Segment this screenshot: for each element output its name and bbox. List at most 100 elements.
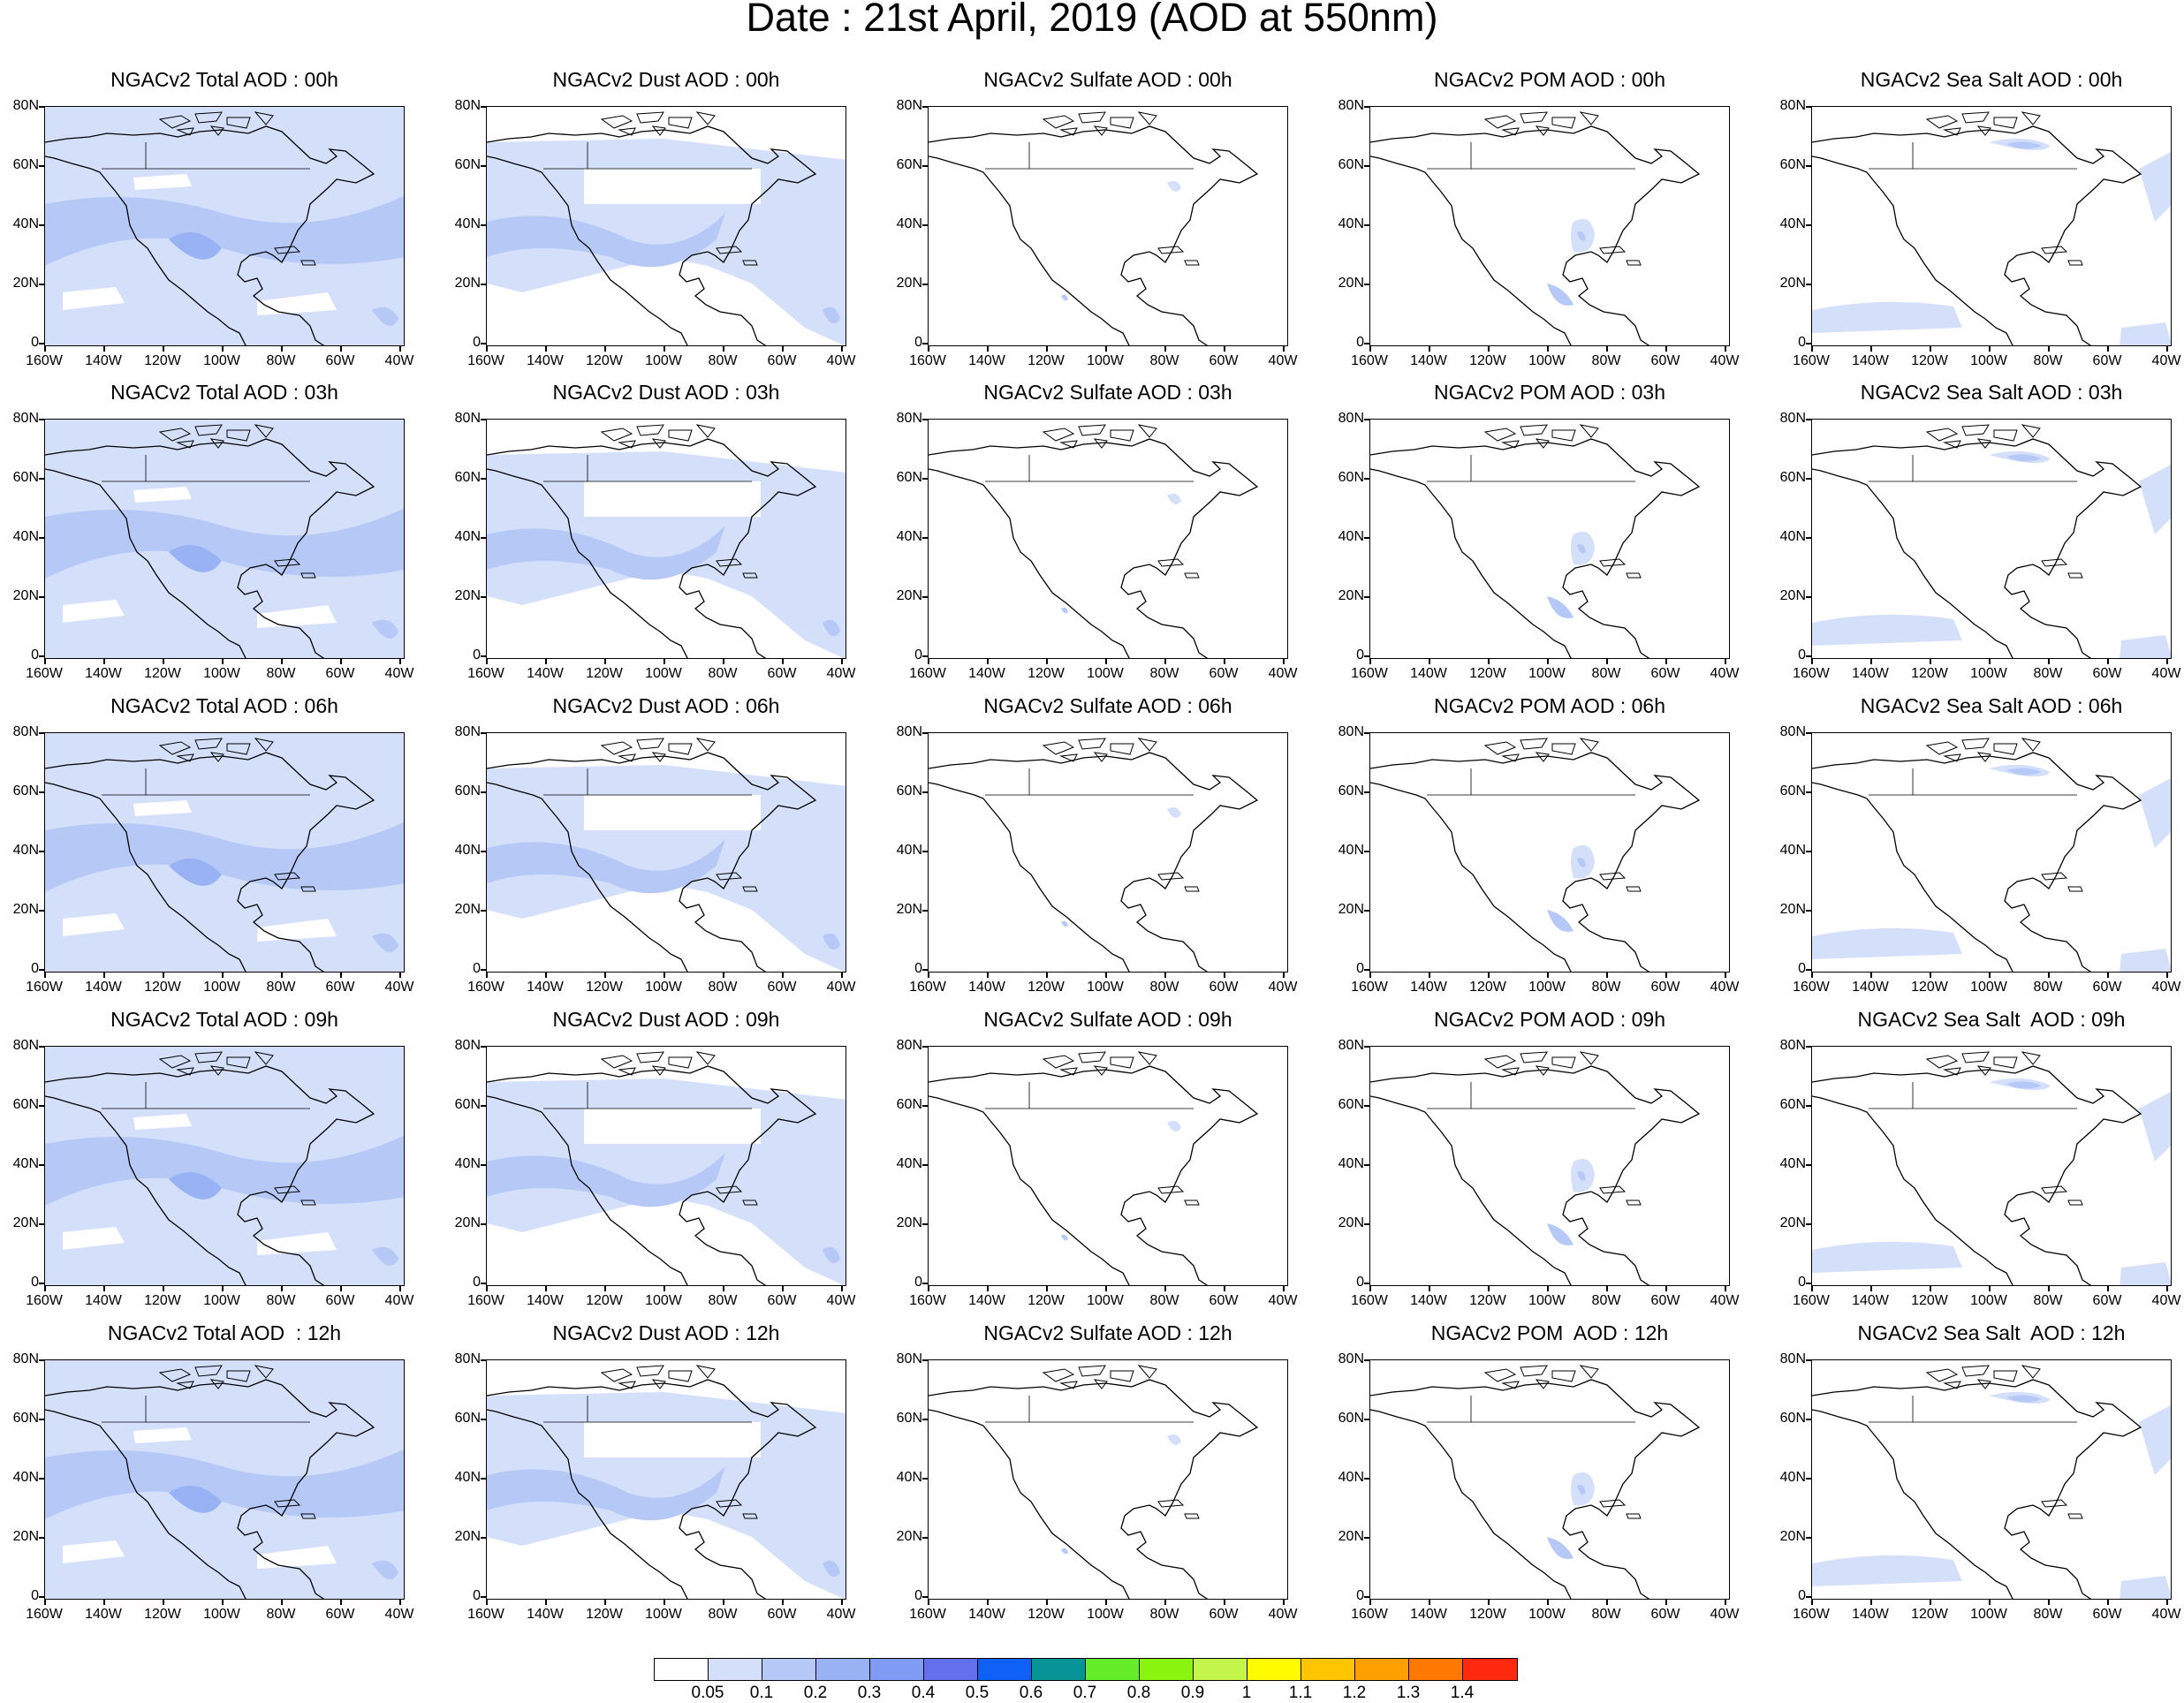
- map-frame: [928, 106, 1288, 346]
- lat-tick: [1806, 655, 1811, 657]
- map-panel-pom-2: NGACv2 POM AOD : 06h 80N 60N 40N 20N 0 160W 14…: [1338, 694, 1811, 1033]
- lat-label: 80N: [1779, 1038, 1806, 1053]
- map-frame: [1369, 106, 1730, 346]
- lat-label: 40N: [1779, 529, 1806, 544]
- lon-tick: [1164, 1286, 1166, 1291]
- lat-label: 60N: [454, 157, 481, 172]
- lon-tick: [1870, 346, 1872, 352]
- lon-label: 100W: [1970, 980, 2007, 995]
- lat-tick: [1364, 969, 1369, 971]
- lon-label: 40W: [384, 1607, 414, 1622]
- lon-label: 100W: [203, 980, 240, 995]
- lat-label: 20N: [1338, 902, 1364, 917]
- lon-label: 60W: [325, 353, 355, 368]
- panel-title: NGACv2 Dust AOD : 09h: [552, 1008, 780, 1031]
- lon-label: 40W: [2151, 666, 2181, 681]
- map-frame: [486, 419, 846, 659]
- lon-tick: [928, 659, 929, 664]
- lat-label: 40N: [896, 1470, 922, 1485]
- lat-tick: [1364, 478, 1369, 480]
- lat-tick: [1806, 910, 1811, 912]
- lat-tick: [1364, 1419, 1369, 1420]
- lon-label: 60W: [1209, 1293, 1239, 1308]
- lon-label: 40W: [1710, 980, 1740, 995]
- lat-label: 40N: [454, 843, 481, 858]
- lon-tick: [664, 1286, 665, 1291]
- lon-label: 160W: [26, 1607, 63, 1622]
- lat-tick: [922, 732, 928, 734]
- map-frame: [44, 1046, 405, 1286]
- lon-label: 120W: [1028, 1293, 1065, 1308]
- panel-title: NGACv2 Total AOD : 09h: [110, 1008, 338, 1031]
- lon-label: 160W: [26, 980, 63, 995]
- lat-tick: [39, 851, 44, 852]
- aod-map: [1370, 1365, 1701, 1599]
- lon-tick: [1811, 1286, 1813, 1291]
- lat-tick: [1806, 1164, 1811, 1166]
- lon-tick: [1283, 346, 1285, 352]
- lon-label: 40W: [2151, 980, 2181, 995]
- map-panel-total-2: NGACv2 Total AOD : 06h 80N 60N 40N 20N 0 160W…: [13, 694, 486, 1033]
- lon-label: 40W: [826, 353, 856, 368]
- lon-tick: [281, 1600, 283, 1605]
- lat-tick: [1364, 1046, 1369, 1048]
- lon-label: 80W: [266, 980, 296, 995]
- lat-label: 0: [1356, 961, 1364, 976]
- lon-label: 80W: [708, 1293, 738, 1308]
- lon-label: 100W: [1087, 1293, 1124, 1308]
- lon-tick: [928, 346, 929, 352]
- lon-label: 40W: [384, 666, 414, 681]
- lat-tick: [1364, 224, 1369, 226]
- lon-label: 160W: [909, 353, 946, 368]
- lon-label: 140W: [968, 980, 1005, 995]
- lon-tick: [604, 346, 606, 352]
- lat-label: 20N: [896, 1215, 922, 1230]
- lon-label: 100W: [1528, 980, 1566, 995]
- lon-tick: [1725, 1286, 1726, 1291]
- lat-tick: [1364, 1223, 1369, 1225]
- lat-tick: [481, 343, 486, 344]
- lat-label: 20N: [454, 902, 481, 917]
- lat-tick: [481, 478, 486, 480]
- lon-label: 60W: [767, 1607, 797, 1622]
- lat-tick: [481, 1223, 486, 1225]
- lat-label: 60N: [896, 783, 922, 799]
- lat-tick: [1364, 1537, 1369, 1539]
- lon-tick: [2166, 659, 2168, 664]
- lat-tick: [481, 165, 486, 167]
- lat-label: 80N: [454, 724, 481, 739]
- lat-tick: [39, 165, 44, 167]
- map-panel-dust-2: NGACv2 Dust AOD : 06h 80N 60N 40N 20N 0 160W 1…: [455, 694, 928, 1033]
- lat-label: 60N: [12, 783, 39, 799]
- lat-tick: [1364, 419, 1369, 420]
- lon-label: 140W: [527, 666, 564, 681]
- lat-label: 80N: [1779, 411, 1806, 426]
- map-frame: [1811, 732, 2172, 973]
- lon-label: 160W: [909, 666, 946, 681]
- lon-tick: [1369, 1600, 1371, 1605]
- lat-label: 20N: [1779, 588, 1806, 603]
- lat-tick: [39, 1359, 44, 1361]
- lon-tick: [1164, 1600, 1166, 1605]
- lon-label: 80W: [708, 353, 738, 368]
- lon-tick: [1224, 1286, 1225, 1291]
- lat-label: 60N: [896, 1097, 922, 1112]
- lon-label: 120W: [586, 1293, 623, 1308]
- lon-tick: [1105, 1286, 1107, 1291]
- lat-tick: [1364, 1283, 1369, 1284]
- lat-tick: [922, 1478, 928, 1480]
- colorbar-swatch: [1409, 1659, 1463, 1680]
- map-panel-sulfate-2: NGACv2 Sulfate AOD : 06h 80N 60N 40N 20N 0 16…: [897, 694, 1369, 1033]
- colorbar-swatch: [1355, 1659, 1409, 1680]
- colorbar-swatch: [924, 1659, 978, 1680]
- panel-title: NGACv2 POM AOD : 12h: [1430, 1321, 1669, 1344]
- lon-label: 40W: [2151, 353, 2181, 368]
- lon-tick: [163, 1286, 164, 1291]
- lat-tick: [481, 1046, 486, 1048]
- lon-label: 140W: [968, 353, 1005, 368]
- aod-map: [1812, 1365, 2171, 1599]
- lon-label: 100W: [1528, 1293, 1566, 1308]
- lat-label: 80N: [454, 98, 481, 113]
- lon-label: 120W: [1469, 666, 1506, 681]
- lat-label: 0: [473, 647, 481, 662]
